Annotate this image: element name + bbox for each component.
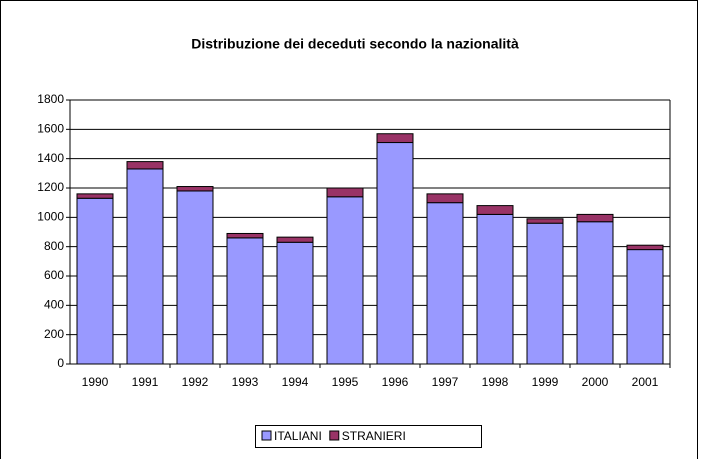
- y-tick-label: 0: [57, 356, 64, 370]
- bar-segment: [576, 213, 614, 223]
- x-tick-label: 1993: [232, 375, 259, 389]
- bar-segment: [226, 237, 264, 365]
- legend-box: [255, 425, 482, 448]
- bar-segment: [626, 249, 664, 365]
- y-tick-label: 200: [44, 327, 64, 341]
- bar-segment: [126, 168, 164, 365]
- x-tick-label: 1991: [132, 375, 159, 389]
- bar-segment: [476, 213, 514, 365]
- bar-segment: [176, 190, 214, 365]
- y-tick-label: 1600: [37, 122, 64, 136]
- legend-swatch: [329, 430, 340, 441]
- x-tick-label: 1995: [332, 375, 359, 389]
- y-tick-label: 1200: [37, 180, 64, 194]
- x-tick-label: 1999: [532, 375, 559, 389]
- bar-segment: [226, 232, 264, 239]
- x-tick-label: 1992: [182, 375, 209, 389]
- bar-segment: [376, 133, 414, 144]
- bar-segment: [176, 186, 214, 192]
- legend-swatch: [261, 430, 272, 441]
- x-tick-label: 2001: [632, 375, 659, 389]
- bar-segment: [376, 142, 414, 365]
- y-tick-label: 1400: [37, 151, 64, 165]
- bar-segment: [426, 202, 464, 365]
- bar-segment: [326, 196, 364, 365]
- y-tick-label: 1000: [37, 210, 64, 224]
- legend-label: ITALIANI: [274, 429, 322, 443]
- y-tick-label: 800: [44, 239, 64, 253]
- bar-segment: [276, 236, 314, 243]
- bar-segment: [126, 161, 164, 170]
- x-tick-label: 2000: [582, 375, 609, 389]
- bar-segment: [526, 218, 564, 224]
- bar-segment: [626, 244, 664, 251]
- bar-segment: [76, 197, 114, 365]
- bar-segment: [526, 222, 564, 365]
- y-tick-label: 1800: [37, 92, 64, 106]
- x-tick-label: 1997: [432, 375, 459, 389]
- x-tick-label: 1998: [482, 375, 509, 389]
- bar-segment: [576, 221, 614, 365]
- bar-segment: [476, 205, 514, 215]
- bar-segment: [76, 193, 114, 199]
- y-tick-label: 600: [44, 268, 64, 282]
- y-tick-label: 400: [44, 298, 64, 312]
- bar-segment: [426, 193, 464, 204]
- x-tick-label: 1990: [82, 375, 109, 389]
- x-tick-label: 1996: [382, 375, 409, 389]
- legend-label: STRANIERI: [342, 429, 406, 443]
- bar-segment: [276, 241, 314, 365]
- bar-segment: [326, 187, 364, 198]
- chart-title: Distribuzione dei deceduti secondo la na…: [191, 36, 519, 52]
- x-tick-label: 1994: [282, 375, 309, 389]
